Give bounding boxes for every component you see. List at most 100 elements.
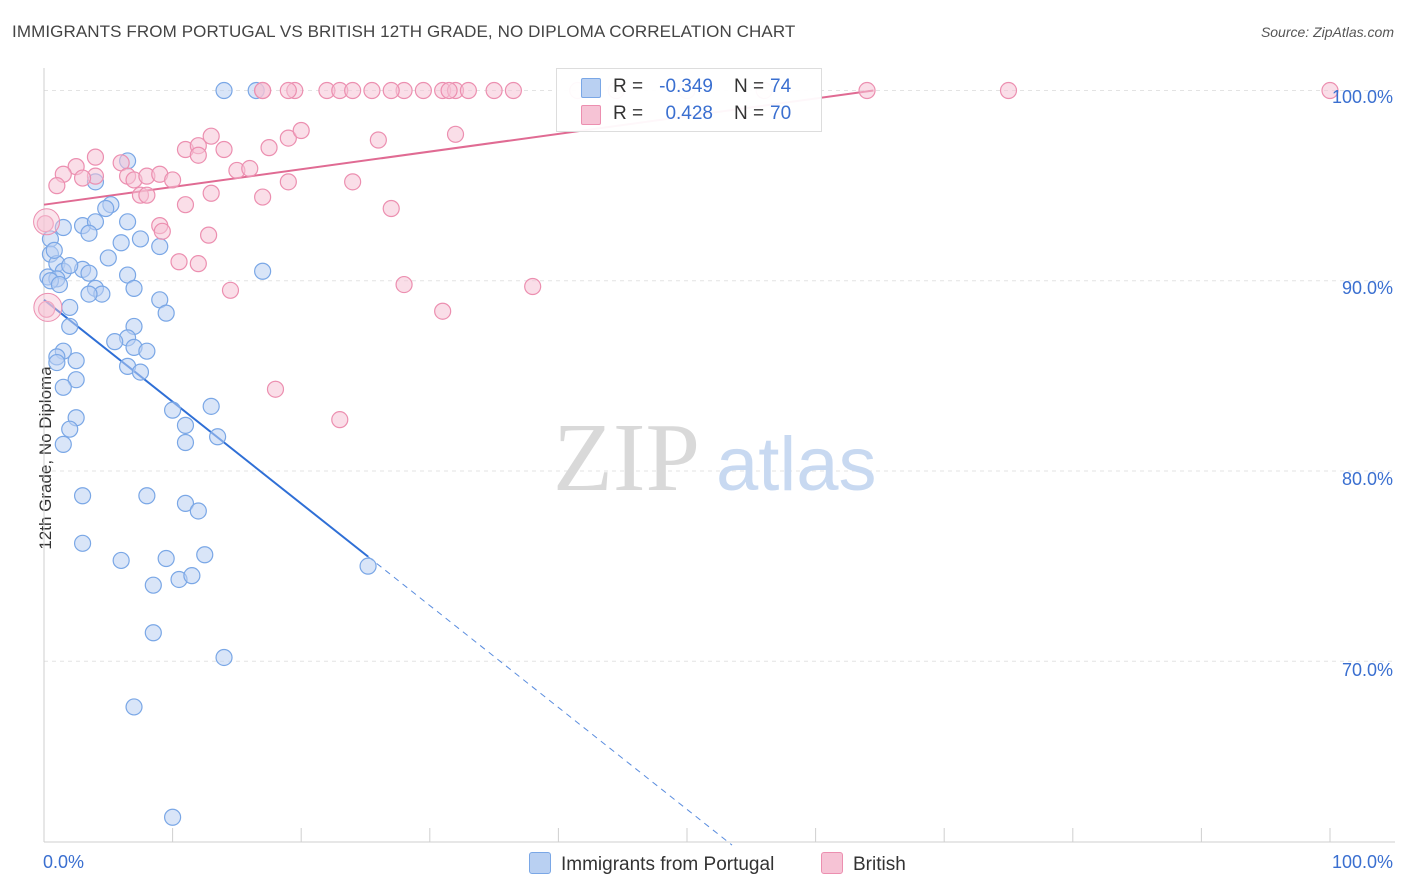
point-british bbox=[266, 380, 285, 398]
point-portugal bbox=[131, 363, 150, 381]
point-portugal bbox=[106, 333, 124, 351]
point-british bbox=[459, 81, 477, 100]
point-portugal bbox=[80, 264, 98, 282]
point-british bbox=[446, 125, 465, 143]
legend-n-value: 70 bbox=[770, 103, 792, 124]
point-portugal bbox=[131, 230, 150, 248]
point-portugal bbox=[48, 353, 66, 372]
point-british bbox=[524, 277, 542, 296]
point-british bbox=[33, 208, 61, 236]
point-portugal bbox=[73, 487, 92, 505]
point-portugal bbox=[254, 262, 272, 280]
point-british bbox=[331, 411, 349, 429]
point-portugal bbox=[125, 698, 143, 716]
watermark-zip: ZIP bbox=[553, 404, 700, 512]
point-british bbox=[153, 222, 171, 240]
x-tick-label-left: 0.0% bbox=[43, 852, 85, 872]
point-british bbox=[382, 199, 400, 218]
point-portugal bbox=[50, 275, 69, 294]
point-british bbox=[344, 81, 362, 100]
point-portugal bbox=[112, 551, 130, 570]
point-british bbox=[86, 148, 105, 166]
point-portugal bbox=[73, 534, 92, 552]
point-portugal bbox=[80, 285, 98, 303]
point-british bbox=[363, 81, 381, 100]
point-british bbox=[382, 81, 400, 100]
point-british bbox=[176, 196, 195, 214]
point-portugal bbox=[215, 81, 233, 100]
point-portugal bbox=[164, 808, 182, 826]
point-portugal bbox=[176, 433, 195, 452]
point-portugal bbox=[144, 576, 162, 594]
bottom-legend-british[interactable]: British bbox=[821, 852, 906, 876]
point-british bbox=[189, 146, 207, 164]
point-british bbox=[279, 81, 297, 100]
y-tick-label: 90.0% bbox=[1341, 278, 1393, 298]
point-portugal bbox=[151, 237, 169, 256]
point-portugal bbox=[144, 624, 162, 642]
point-british bbox=[999, 81, 1018, 100]
point-british bbox=[73, 169, 92, 187]
point-portugal bbox=[45, 241, 63, 259]
legend-label-portugal: Immigrants from Portugal bbox=[561, 854, 775, 875]
trend-line-portugal-extension bbox=[367, 556, 733, 846]
point-british bbox=[279, 129, 297, 147]
point-british bbox=[254, 81, 272, 100]
source-label: Source: ZipAtlas.com bbox=[1260, 24, 1394, 40]
point-portugal bbox=[61, 317, 79, 336]
point-portugal bbox=[67, 352, 85, 370]
point-portugal bbox=[176, 494, 195, 512]
point-portugal bbox=[215, 648, 233, 667]
point-portugal bbox=[61, 256, 79, 275]
point-british bbox=[279, 173, 297, 191]
legend-n-label: N = bbox=[734, 103, 765, 124]
point-british bbox=[504, 81, 522, 100]
point-british bbox=[241, 159, 259, 178]
y-tick-label: 100.0% bbox=[1331, 87, 1393, 107]
point-british bbox=[170, 253, 188, 271]
point-british bbox=[344, 173, 362, 191]
legend-r-label: R = bbox=[613, 76, 644, 97]
point-british bbox=[254, 188, 272, 206]
legend-swatch-pink bbox=[821, 852, 843, 874]
point-portugal bbox=[61, 298, 79, 317]
point-portugal bbox=[202, 397, 220, 415]
point-portugal bbox=[157, 304, 175, 322]
legend-n-label: N = bbox=[734, 76, 765, 97]
point-british bbox=[292, 121, 310, 140]
point-portugal bbox=[67, 371, 85, 389]
bottom-legend-portugal[interactable]: Immigrants from Portugal bbox=[529, 852, 774, 876]
point-british bbox=[37, 300, 56, 318]
point-british bbox=[485, 81, 503, 100]
legend-r-value: 0.428 bbox=[665, 103, 713, 124]
point-british bbox=[215, 140, 233, 159]
point-portugal bbox=[80, 224, 98, 242]
point-portugal bbox=[189, 502, 207, 520]
point-portugal bbox=[164, 401, 182, 419]
point-british bbox=[33, 292, 63, 322]
legend-n-value: 74 bbox=[770, 76, 792, 97]
point-portugal bbox=[157, 549, 175, 568]
axes bbox=[43, 68, 1395, 843]
point-british bbox=[369, 131, 387, 149]
point-british bbox=[1321, 81, 1339, 100]
legend-r-value: -0.349 bbox=[659, 76, 713, 97]
point-portugal bbox=[112, 234, 130, 252]
point-portugal bbox=[97, 199, 115, 218]
point-portugal bbox=[54, 378, 72, 396]
point-portugal bbox=[196, 546, 214, 564]
point-portugal bbox=[138, 487, 156, 505]
point-british bbox=[221, 281, 240, 299]
point-portugal bbox=[61, 420, 79, 438]
point-portugal bbox=[99, 249, 117, 267]
watermark-atlas: atlas bbox=[716, 422, 877, 507]
point-british bbox=[414, 81, 432, 100]
trend-line-portugal bbox=[43, 299, 369, 558]
legend-swatch-blue bbox=[529, 852, 551, 874]
point-portugal bbox=[176, 416, 195, 434]
legend-swatch-blue bbox=[581, 78, 601, 98]
legend-r-label: R = bbox=[613, 103, 644, 124]
point-british bbox=[138, 186, 156, 204]
point-portugal bbox=[118, 213, 137, 231]
point-british bbox=[200, 226, 218, 244]
